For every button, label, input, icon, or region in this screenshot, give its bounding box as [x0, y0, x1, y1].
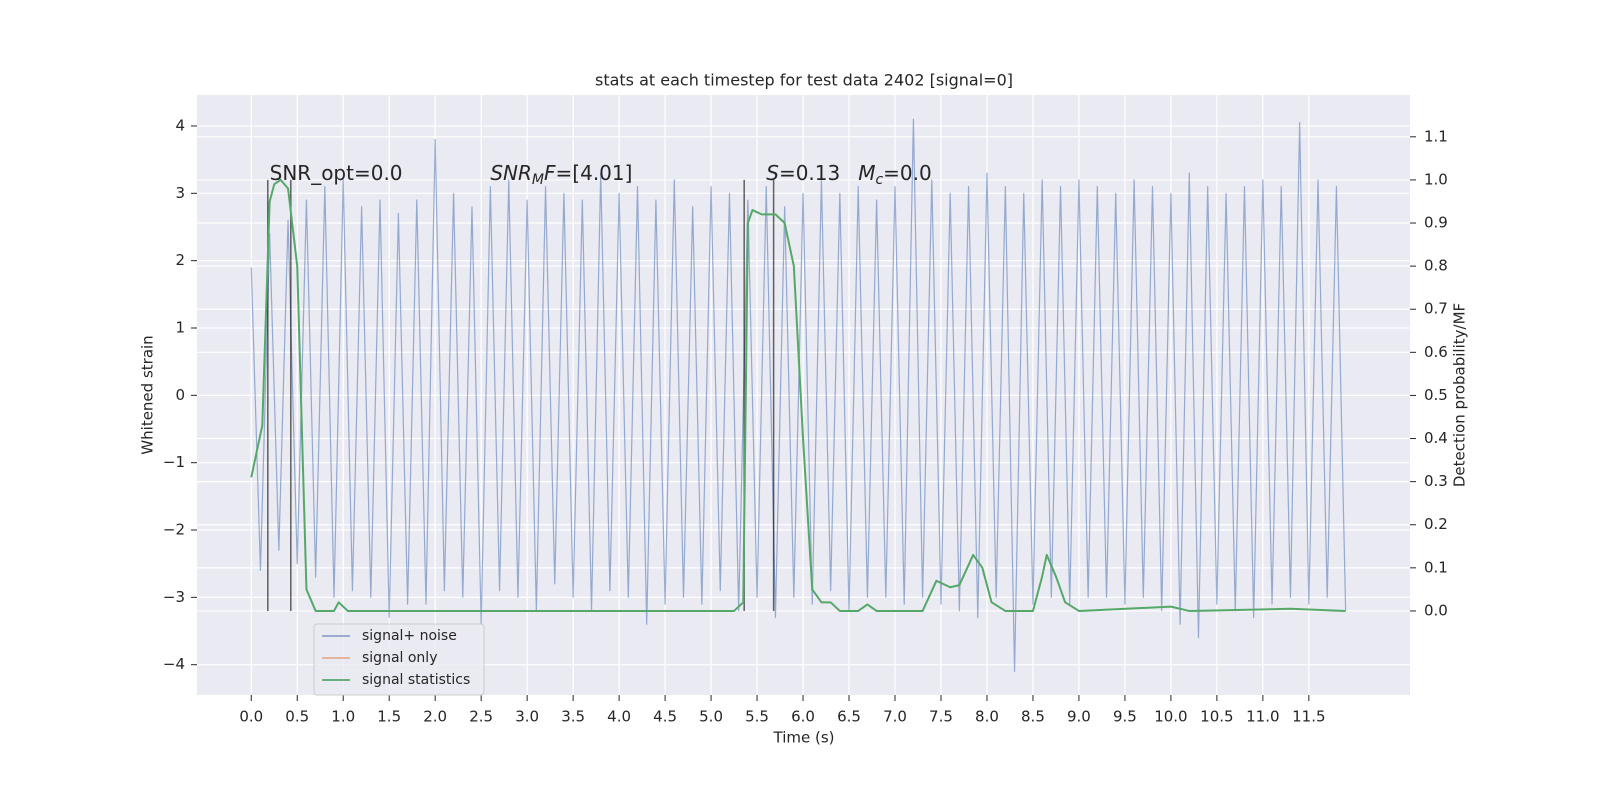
- x-tick-label: 11.0: [1246, 708, 1279, 726]
- chart-title: stats at each timestep for test data 240…: [595, 71, 1013, 90]
- x-tick-label: 8.0: [975, 708, 999, 726]
- x-tick-label: 11.5: [1292, 708, 1325, 726]
- y2-tick-label: 1.0: [1424, 170, 1448, 188]
- x-tick-label: 0.0: [239, 708, 263, 726]
- x-tick-label: 0.5: [285, 708, 309, 726]
- x-tick-label: 1.0: [331, 708, 355, 726]
- legend-label: signal only: [362, 650, 437, 666]
- legend-box: [313, 623, 485, 696]
- x-tick-label: 6.5: [837, 708, 861, 726]
- x-tick-label: 3.5: [561, 708, 585, 726]
- annotation-part: =0.0: [883, 161, 932, 185]
- y2-tick-label: 1.1: [1424, 127, 1448, 145]
- legend-label: signal+ noise: [362, 628, 457, 644]
- x-tick-label: 4.5: [653, 708, 677, 726]
- y-tick-label: −1: [163, 453, 185, 471]
- y2-tick-label: 0.5: [1424, 386, 1448, 404]
- y-tick-label: 1: [175, 318, 185, 336]
- x-tick-label: 6.0: [791, 708, 815, 726]
- annotation-part: F: [544, 161, 556, 185]
- annotation-part: M: [532, 171, 544, 187]
- y-axis-label: Whitened strain: [139, 335, 157, 454]
- x-tick-label: 1.5: [377, 708, 401, 726]
- annotation: Mc=0.0: [858, 161, 932, 188]
- annotation-part: SNR_opt=0.0: [270, 161, 403, 185]
- y-tick-label: −2: [163, 521, 185, 539]
- y2-tick-label: 0.8: [1424, 257, 1448, 275]
- y-tick-label: 4: [175, 116, 185, 134]
- y2-tick-label: 0.3: [1424, 472, 1448, 490]
- y-tick-label: 3: [175, 184, 185, 202]
- annotation: SNRMF=[4.01]: [490, 161, 632, 188]
- x-tick-label: 7.5: [929, 708, 953, 726]
- x-tick-label: 7.0: [883, 708, 907, 726]
- x-tick-label: 2.5: [469, 708, 493, 726]
- x-tick-label: 2.0: [423, 708, 447, 726]
- x-tick-label: 8.5: [1021, 708, 1045, 726]
- x-tick-label: 3.0: [515, 708, 539, 726]
- y2-axis-label: Detection probability/MF: [1451, 303, 1469, 487]
- annotation-part: S: [766, 161, 779, 185]
- y2-tick-label: 0.1: [1424, 558, 1448, 576]
- y2-tick-label: 0.4: [1424, 429, 1448, 447]
- x-tick-label: 5.0: [699, 708, 723, 726]
- x-tick-label: 10.0: [1154, 708, 1187, 726]
- annotation-part: =0.13: [779, 161, 840, 185]
- annotation: SNR_opt=0.0: [270, 161, 403, 185]
- annotation-part: SNR: [490, 161, 532, 185]
- legend-label: signal statistics: [362, 672, 470, 688]
- annotation: S=0.13: [766, 161, 840, 185]
- y-tick-label: 0: [175, 386, 185, 404]
- strain-line: [250, 118, 1347, 673]
- annotation-part: c: [875, 171, 883, 187]
- x-tick-label: 9.5: [1113, 708, 1137, 726]
- annotation-part: M: [858, 161, 875, 185]
- stats-line: [250, 178, 1346, 612]
- y-tick-label: 2: [175, 251, 185, 269]
- y2-tick-label: 0.2: [1424, 515, 1448, 533]
- y2-tick-label: 0.7: [1424, 300, 1448, 318]
- annotation-part: =[4.01]: [556, 161, 633, 185]
- y-tick-label: −3: [163, 588, 185, 606]
- x-axis-label: Time (s): [773, 729, 835, 747]
- y-tick-label: −4: [163, 655, 185, 673]
- x-tick-label: 10.5: [1200, 708, 1233, 726]
- x-tick-label: 5.5: [745, 708, 769, 726]
- y2-tick-label: 0.0: [1424, 601, 1448, 619]
- y2-tick-label: 0.6: [1424, 343, 1448, 361]
- x-tick-label: 4.0: [607, 708, 631, 726]
- x-tick-label: 9.0: [1067, 708, 1091, 726]
- y2-tick-label: 0.9: [1424, 214, 1448, 232]
